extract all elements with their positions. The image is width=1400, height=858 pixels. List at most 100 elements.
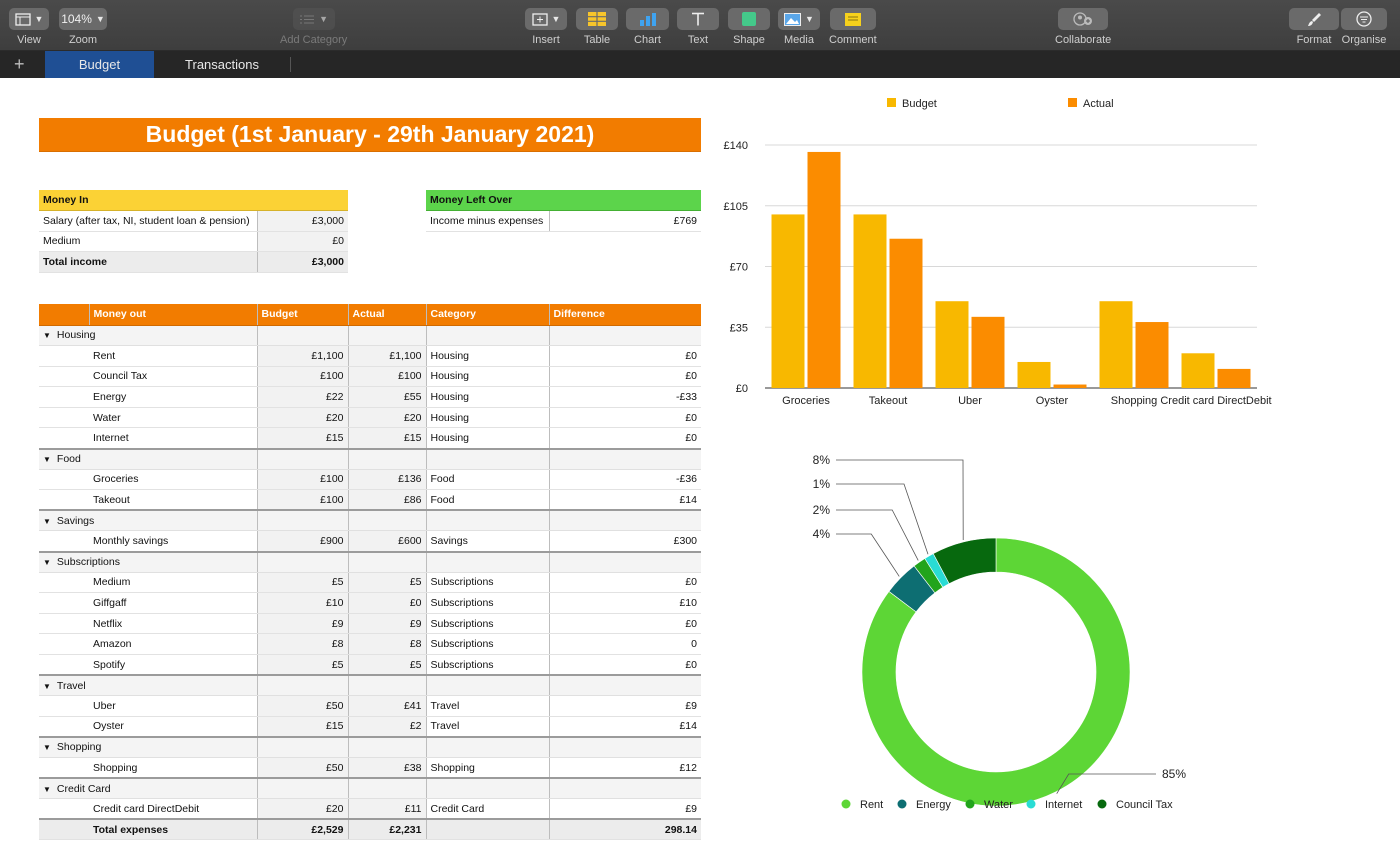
table-cell[interactable] bbox=[39, 818, 89, 841]
table-cell[interactable] bbox=[549, 325, 701, 347]
table-cell[interactable]: £14 bbox=[549, 489, 701, 512]
table-cell[interactable]: £0 bbox=[348, 592, 427, 614]
table-cell[interactable]: Total income bbox=[39, 251, 258, 273]
group-label-cell[interactable]: ▼ Travel bbox=[39, 675, 258, 697]
table-cell[interactable] bbox=[39, 386, 89, 408]
group-label-cell[interactable]: ▼ Housing bbox=[39, 325, 258, 347]
table-cell[interactable]: Travel bbox=[426, 695, 550, 717]
table-cell[interactable] bbox=[39, 407, 89, 429]
table-cell[interactable]: Income minus expenses bbox=[426, 210, 550, 232]
table-cell[interactable]: Water bbox=[89, 407, 258, 429]
disclosure-triangle-icon[interactable]: ▼ bbox=[43, 558, 51, 568]
format-button[interactable] bbox=[1289, 8, 1339, 30]
table-cell[interactable]: £22 bbox=[257, 386, 349, 408]
table-cell[interactable]: £10 bbox=[549, 592, 701, 614]
tab-budget[interactable]: Budget bbox=[45, 51, 154, 78]
table-header-cell[interactable]: Actual bbox=[348, 304, 427, 326]
table-cell[interactable] bbox=[39, 530, 89, 553]
table-cell[interactable]: £9 bbox=[257, 613, 349, 635]
zoom-button[interactable]: 104% ▼ bbox=[59, 8, 107, 30]
table-cell[interactable]: £100 bbox=[257, 489, 349, 512]
table-cell[interactable] bbox=[426, 675, 550, 697]
table-header-cell[interactable]: Category bbox=[426, 304, 550, 326]
table-cell[interactable]: £50 bbox=[257, 757, 349, 780]
bar-chart[interactable]: £0 £35 £70 £105 £140 Groceries Takeout Uber Oyst… bbox=[715, 88, 1275, 418]
table-cell[interactable]: £2,529 bbox=[257, 818, 349, 841]
table-header-cell[interactable]: Difference bbox=[549, 304, 701, 326]
table-cell[interactable]: £900 bbox=[257, 530, 349, 553]
add-category-control[interactable]: ▼ Add Category bbox=[280, 8, 347, 46]
group-label-cell[interactable]: ▼ Credit Card bbox=[39, 778, 258, 800]
comment-control[interactable]: Comment bbox=[829, 8, 877, 46]
table-cell[interactable]: Total expenses bbox=[89, 818, 258, 841]
table-group-row[interactable]: ▼ Subscriptions bbox=[39, 551, 701, 573]
table-cell[interactable]: Housing bbox=[426, 427, 550, 450]
table-cell[interactable]: £5 bbox=[348, 572, 427, 594]
table-group-row[interactable]: ▼ Housing bbox=[39, 325, 701, 347]
table-cell[interactable]: £0 bbox=[549, 407, 701, 429]
table-control[interactable]: Table bbox=[576, 8, 618, 46]
add-category-button[interactable]: ▼ bbox=[292, 8, 335, 30]
group-label-cell[interactable]: ▼ Subscriptions bbox=[39, 551, 258, 573]
group-label-cell[interactable]: ▼ Shopping bbox=[39, 736, 258, 758]
table-cell[interactable]: Subscriptions bbox=[426, 572, 550, 594]
table-header-cell[interactable]: Budget bbox=[257, 304, 349, 326]
table-cell[interactable]: Council Tax bbox=[89, 366, 258, 388]
table-cell[interactable] bbox=[39, 592, 89, 614]
table-cell[interactable]: £20 bbox=[257, 798, 349, 821]
table-cell[interactable]: £86 bbox=[348, 489, 427, 512]
table-cell[interactable] bbox=[39, 757, 89, 780]
money-left-over-table[interactable]: Money Left Over Income minus expenses £7… bbox=[426, 190, 701, 232]
table-cell[interactable]: £11 bbox=[348, 798, 427, 821]
table-cell[interactable]: Housing bbox=[426, 407, 550, 429]
table-cell[interactable] bbox=[426, 818, 550, 841]
table-cell[interactable] bbox=[39, 345, 89, 367]
table-cell[interactable]: £15 bbox=[348, 427, 427, 450]
table-cell[interactable] bbox=[39, 716, 89, 738]
table-cell[interactable] bbox=[348, 448, 427, 470]
table-cell[interactable]: £5 bbox=[348, 654, 427, 677]
table-cell[interactable] bbox=[257, 551, 349, 573]
table-cell[interactable] bbox=[257, 510, 349, 532]
table-cell[interactable]: £0 bbox=[549, 572, 701, 594]
text-control[interactable]: Text bbox=[677, 8, 719, 46]
disclosure-triangle-icon[interactable]: ▼ bbox=[43, 743, 51, 753]
table-cell[interactable] bbox=[348, 778, 427, 800]
table-cell[interactable] bbox=[549, 675, 701, 697]
disclosure-triangle-icon[interactable]: ▼ bbox=[43, 681, 51, 691]
table-cell[interactable]: -£33 bbox=[549, 386, 701, 408]
table-cell[interactable]: Subscriptions bbox=[426, 613, 550, 635]
shape-button[interactable] bbox=[728, 8, 770, 30]
table-cell[interactable]: £0 bbox=[549, 613, 701, 635]
table-cell[interactable]: Monthly savings bbox=[89, 530, 258, 553]
table-cell[interactable]: Housing bbox=[426, 386, 550, 408]
table-cell[interactable] bbox=[426, 551, 550, 573]
table-cell[interactable]: £15 bbox=[257, 427, 349, 450]
table-cell[interactable]: Netflix bbox=[89, 613, 258, 635]
table-cell[interactable] bbox=[549, 448, 701, 470]
table-cell[interactable]: £20 bbox=[348, 407, 427, 429]
table-cell[interactable] bbox=[39, 654, 89, 677]
tab-transactions[interactable]: Transactions bbox=[185, 57, 259, 72]
chart-control[interactable]: Chart bbox=[626, 8, 669, 46]
table-cell[interactable]: £9 bbox=[348, 613, 427, 635]
table-cell[interactable]: £3,000 bbox=[257, 251, 348, 273]
group-label-cell[interactable]: ▼ Food bbox=[39, 448, 258, 470]
table-cell[interactable] bbox=[348, 325, 427, 347]
table-cell[interactable]: 298.14 bbox=[549, 818, 701, 841]
table-cell[interactable]: £769 bbox=[549, 210, 701, 232]
table-cell[interactable] bbox=[426, 510, 550, 532]
table-cell[interactable]: Subscriptions bbox=[426, 654, 550, 677]
table-cell[interactable] bbox=[426, 736, 550, 758]
table-group-row[interactable]: ▼ Food bbox=[39, 448, 701, 470]
table-cell[interactable] bbox=[426, 325, 550, 347]
table-cell[interactable]: Savings bbox=[426, 530, 550, 553]
view-button[interactable]: ▼ bbox=[9, 8, 49, 30]
insert-control[interactable]: ▼ Insert bbox=[525, 8, 567, 46]
table-cell[interactable] bbox=[39, 695, 89, 717]
table-cell[interactable]: Shopping bbox=[89, 757, 258, 780]
table-header-cell[interactable]: Money out bbox=[89, 304, 258, 326]
table-cell[interactable]: Uber bbox=[89, 695, 258, 717]
table-cell[interactable]: £1,100 bbox=[257, 345, 349, 367]
table-cell[interactable]: £14 bbox=[549, 716, 701, 738]
